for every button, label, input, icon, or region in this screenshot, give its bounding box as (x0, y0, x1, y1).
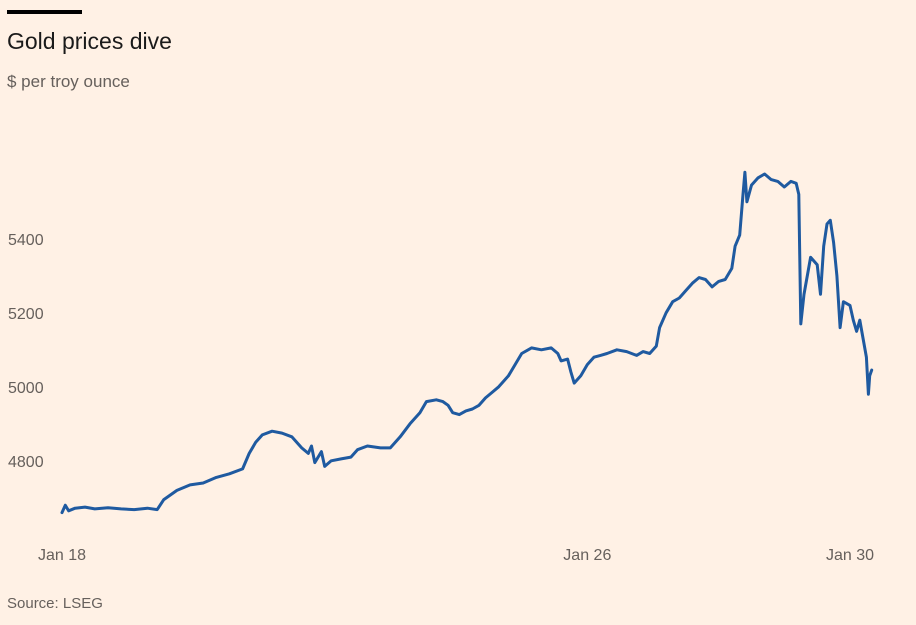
x-tick-label: Jan 26 (563, 547, 611, 564)
chart-subtitle: $ per troy ounce (7, 72, 130, 91)
chart-title: Gold prices dive (7, 28, 172, 54)
x-tick-label: Jan 30 (826, 547, 874, 564)
y-tick-label: 5400 (8, 232, 44, 249)
chart-area: 4800 5000 5200 5400 Jan 18 Jan 26 Jan 30 (8, 170, 874, 564)
y-tick-label: 4800 (8, 454, 44, 471)
header-accent-bar (7, 10, 82, 14)
source-note: Source: LSEG (7, 595, 103, 612)
y-axis: 4800 5000 5200 5400 (8, 232, 44, 471)
x-tick-label: Jan 18 (38, 547, 86, 564)
y-tick-label: 5000 (8, 380, 44, 397)
x-axis: Jan 18 Jan 26 Jan 30 (38, 547, 874, 564)
gold-price-line (60, 170, 874, 515)
y-tick-label: 5200 (8, 306, 44, 323)
